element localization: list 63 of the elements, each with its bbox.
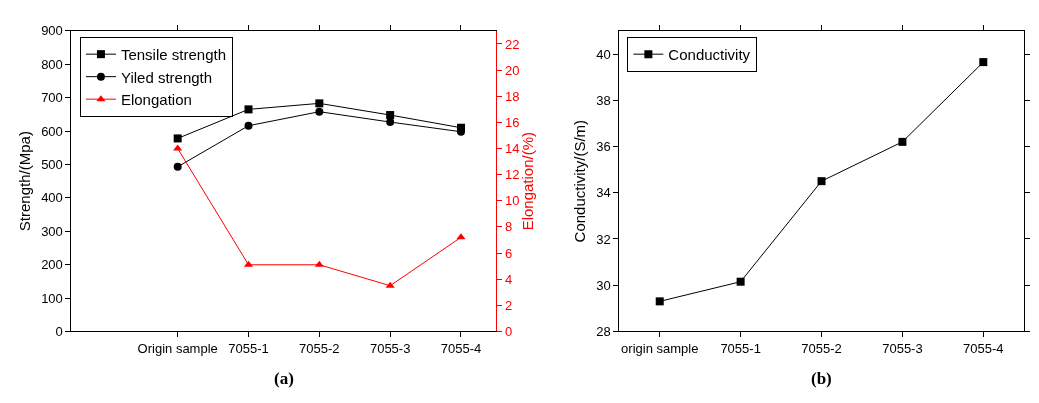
point — [314, 260, 324, 267]
y2-axis-title: Elongation/(%) — [519, 131, 537, 231]
y2-tick-label: 18 — [505, 88, 520, 104]
y2-tick-label: 22 — [505, 36, 520, 52]
y-axis-title: Strength/(Mpa) — [16, 131, 34, 232]
y2-tick-label: 6 — [505, 245, 513, 261]
y2-tick-label: 14 — [505, 141, 520, 157]
y2-tick-label: 0 — [505, 323, 513, 339]
point — [736, 277, 745, 286]
y-tick-label: 28 — [596, 323, 611, 339]
y-tick-label: 300 — [41, 223, 63, 239]
x-tick-label: 7055-3 — [369, 341, 411, 357]
y2-tick-label: 4 — [505, 271, 513, 287]
point — [244, 105, 253, 114]
y-tick-label: 30 — [596, 277, 611, 293]
legend-label: Elongation — [120, 91, 192, 109]
x-tick-label: 7055-3 — [882, 341, 923, 357]
point — [315, 107, 324, 116]
y-axis-title: Conductivity/(S/m) — [571, 119, 589, 243]
point — [655, 297, 664, 306]
y2-tick-label: 8 — [505, 219, 513, 235]
y-tick-label: 100 — [41, 290, 63, 306]
point — [898, 137, 907, 146]
point — [386, 111, 395, 120]
point — [315, 99, 324, 108]
y-tick-label: 34 — [596, 185, 611, 201]
x-tick-label: 7055-1 — [228, 341, 269, 357]
x-tick-label: 7055-2 — [801, 341, 842, 357]
x-tick-label: 7055-2 — [299, 341, 340, 357]
y-tick-label: 800 — [41, 56, 63, 72]
point — [173, 162, 182, 171]
y-tick-label: 700 — [41, 90, 63, 106]
point — [386, 118, 395, 127]
y-tick-label: 40 — [596, 46, 611, 62]
legend-label: Conductivity — [668, 46, 751, 64]
y2-tick-label: 10 — [505, 193, 520, 209]
point — [385, 281, 395, 288]
y-tick-label: 400 — [41, 190, 63, 206]
y-tick-label: 36 — [596, 139, 611, 155]
y2-tick-label: 2 — [505, 297, 513, 313]
y-tick-label: 32 — [596, 231, 611, 247]
y-tick-label: 900 — [41, 23, 63, 39]
y2-tick-label: 20 — [505, 62, 520, 78]
y-tick-label: 0 — [55, 323, 63, 339]
y2-tick-label: 16 — [505, 114, 520, 130]
y2-tick-label: 12 — [505, 167, 520, 183]
y-tick-label: 500 — [41, 157, 63, 173]
x-tick-label: 7055-4 — [440, 341, 482, 357]
x-tick-label: 7055-1 — [720, 341, 761, 357]
x-tick-label: 7055-4 — [963, 341, 1004, 357]
point — [817, 177, 826, 186]
text: (a) — [274, 369, 294, 388]
y-tick-label: 38 — [596, 92, 611, 108]
y-tick-label: 600 — [41, 123, 63, 139]
legend-label: Tensile strength — [120, 46, 226, 64]
point — [979, 58, 988, 67]
x-tick-label: Origin sample — [137, 341, 218, 357]
y-tick-label: 200 — [41, 257, 63, 273]
text: (b) — [811, 369, 832, 388]
legend-label: Yiled strength — [120, 68, 213, 86]
point — [173, 134, 182, 143]
point — [244, 121, 253, 130]
x-tick-label: origin sample — [621, 341, 699, 357]
